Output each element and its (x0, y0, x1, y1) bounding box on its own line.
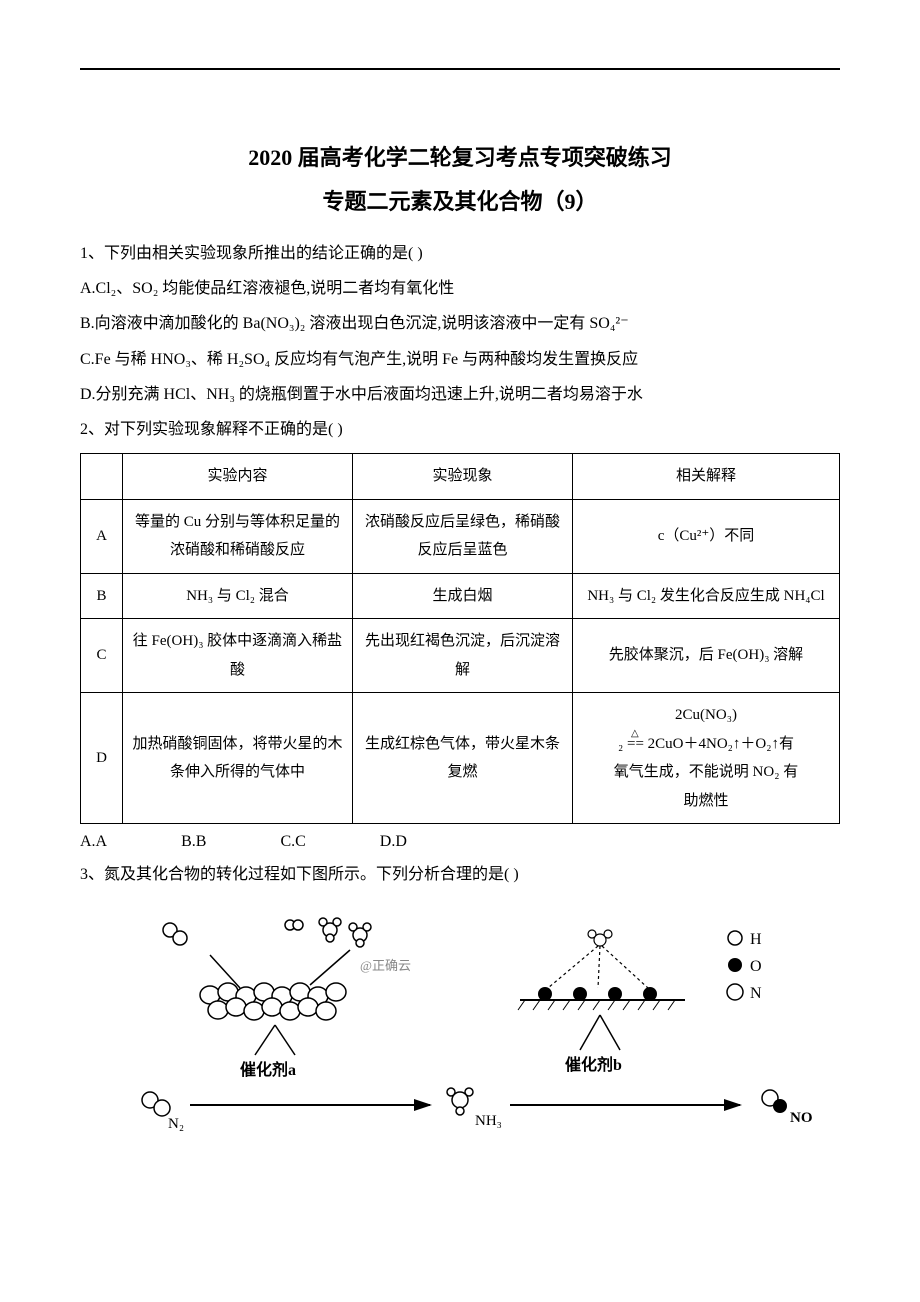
n2-label: N₂ (168, 1116, 184, 1132)
legend: H O N (727, 931, 762, 1002)
no-label: NO (790, 1110, 813, 1126)
q1-option-b: B.向溶液中滴加酸化的 Ba(NO₃)₂ 溶液出现白色沉淀,说明该溶液中一定有 … (80, 306, 840, 341)
table-header-row: 实验内容 实验现象 相关解释 (81, 454, 840, 500)
table-row: D 加热硝酸铜固体，将带火星的木条伸入所得的气体中 生成红棕色气体，带火星木条复… (81, 693, 840, 824)
th-explain: 相关解释 (573, 454, 840, 500)
q2-opt-c: C.C (280, 833, 305, 850)
q3-stem: 3、氮及其化合物的转化过程如下图所示。下列分析合理的是( ) (80, 857, 840, 892)
q3-diagram: @正确云 催化剂a (80, 900, 840, 1145)
legend-h: H (750, 931, 762, 948)
cell-content: 加热硝酸铜固体，将带火星的木条伸入所得的气体中 (123, 693, 353, 824)
top-rule (80, 68, 840, 70)
cell-phenom: 浓硝酸反应后呈绿色，稀硝酸反应后呈蓝色 (353, 499, 573, 573)
th-blank (81, 454, 123, 500)
cell-content: 等量的 Cu 分别与等体积足量的浓硝酸和稀硝酸反应 (123, 499, 353, 573)
doc-subtitle: 专题二元素及其化合物（9） (80, 184, 840, 216)
q2-stem: 2、对下列实验现象解释不正确的是( ) (80, 412, 840, 447)
doc-title: 2020 届高考化学二轮复习考点专项突破练习 (80, 140, 840, 172)
q2-opt-b: B.B (181, 833, 206, 850)
th-content: 实验内容 (123, 454, 353, 500)
cell-content: 往 Fe(OH)₃ 胶体中逐滴滴入稀盐酸 (123, 619, 353, 693)
q1-stem: 1、下列由相关实验现象所推出的结论正确的是( ) (80, 236, 840, 271)
nh3-cluster-top (319, 918, 341, 942)
cell-label: C (81, 619, 123, 693)
cell-phenom: 先出现红褐色沉淀，后沉淀溶解 (353, 619, 573, 693)
q1-option-a: A.Cl₂、SO₂ 均能使品红溶液褪色,说明二者均有氧化性 (80, 271, 840, 306)
cell-explain: 2Cu(NO₃)₂ △== 2CuO＋4NO₂↑＋O₂↑有氧气生成，不能说明 N… (573, 693, 840, 824)
cell-explain: 先胶体聚沉，后 Fe(OH)₃ 溶解 (573, 619, 840, 693)
catalyst-a-label: 催化剂a (240, 1060, 296, 1079)
cell-content: NH₃ 与 Cl₂ 混合 (123, 573, 353, 619)
q1-option-d: D.分别充满 HCl、NH₃ 的烧瓶倒置于水中后液面均迅速上升,说明二者均易溶于… (80, 377, 840, 412)
cell-label: A (81, 499, 123, 573)
catalyst-b-surface (518, 987, 685, 1010)
legend-o: O (750, 958, 762, 975)
q1-option-c: C.Fe 与稀 HNO₃、稀 H₂SO₄ 反应均有气泡产生,说明 Fe 与两种酸… (80, 342, 840, 377)
q2-opt-a: A.A (80, 833, 107, 850)
cell-label: B (81, 573, 123, 619)
nh3-label: NH₃ (475, 1113, 502, 1129)
cell-explain: NH₃ 与 Cl₂ 发生化合反应生成 NH₄Cl (573, 573, 840, 619)
table-row: C 往 Fe(OH)₃ 胶体中逐滴滴入稀盐酸 先出现红褐色沉淀，后沉淀溶解 先胶… (81, 619, 840, 693)
n2-molecule-top-left (163, 923, 187, 945)
cell-label: D (81, 693, 123, 824)
n2-bottom (142, 1092, 170, 1116)
legend-n: N (750, 985, 762, 1002)
th-phenom: 实验现象 (353, 454, 573, 500)
no-bottom (762, 1090, 787, 1113)
q2-opt-d: D.D (380, 833, 407, 850)
nh3-bottom (447, 1088, 473, 1115)
q2-options: A.A B.B C.C D.D (80, 828, 840, 857)
page: 2020 届高考化学二轮复习考点专项突破练习 专题二元素及其化合物（9） 1、下… (0, 0, 920, 1302)
nh3-cluster-top-2 (349, 923, 371, 947)
catalyst-b-label: 催化剂b (565, 1055, 622, 1074)
table-row: A 等量的 Cu 分别与等体积足量的浓硝酸和稀硝酸反应 浓硝酸反应后呈绿色，稀硝… (81, 499, 840, 573)
cell-phenom: 生成红棕色气体，带火星木条复燃 (353, 693, 573, 824)
q2-table: 实验内容 实验现象 相关解释 A 等量的 Cu 分别与等体积足量的浓硝酸和稀硝酸… (80, 453, 840, 824)
cell-phenom: 生成白烟 (353, 573, 573, 619)
watermark-text: @正确云 (360, 958, 411, 973)
h2-cluster-1 (285, 920, 303, 930)
cell-explain: c（Cu²⁺）不同 (573, 499, 840, 573)
catalyst-a-surface (200, 983, 346, 1020)
table-row: B NH₃ 与 Cl₂ 混合 生成白烟 NH₃ 与 Cl₂ 发生化合反应生成 N… (81, 573, 840, 619)
